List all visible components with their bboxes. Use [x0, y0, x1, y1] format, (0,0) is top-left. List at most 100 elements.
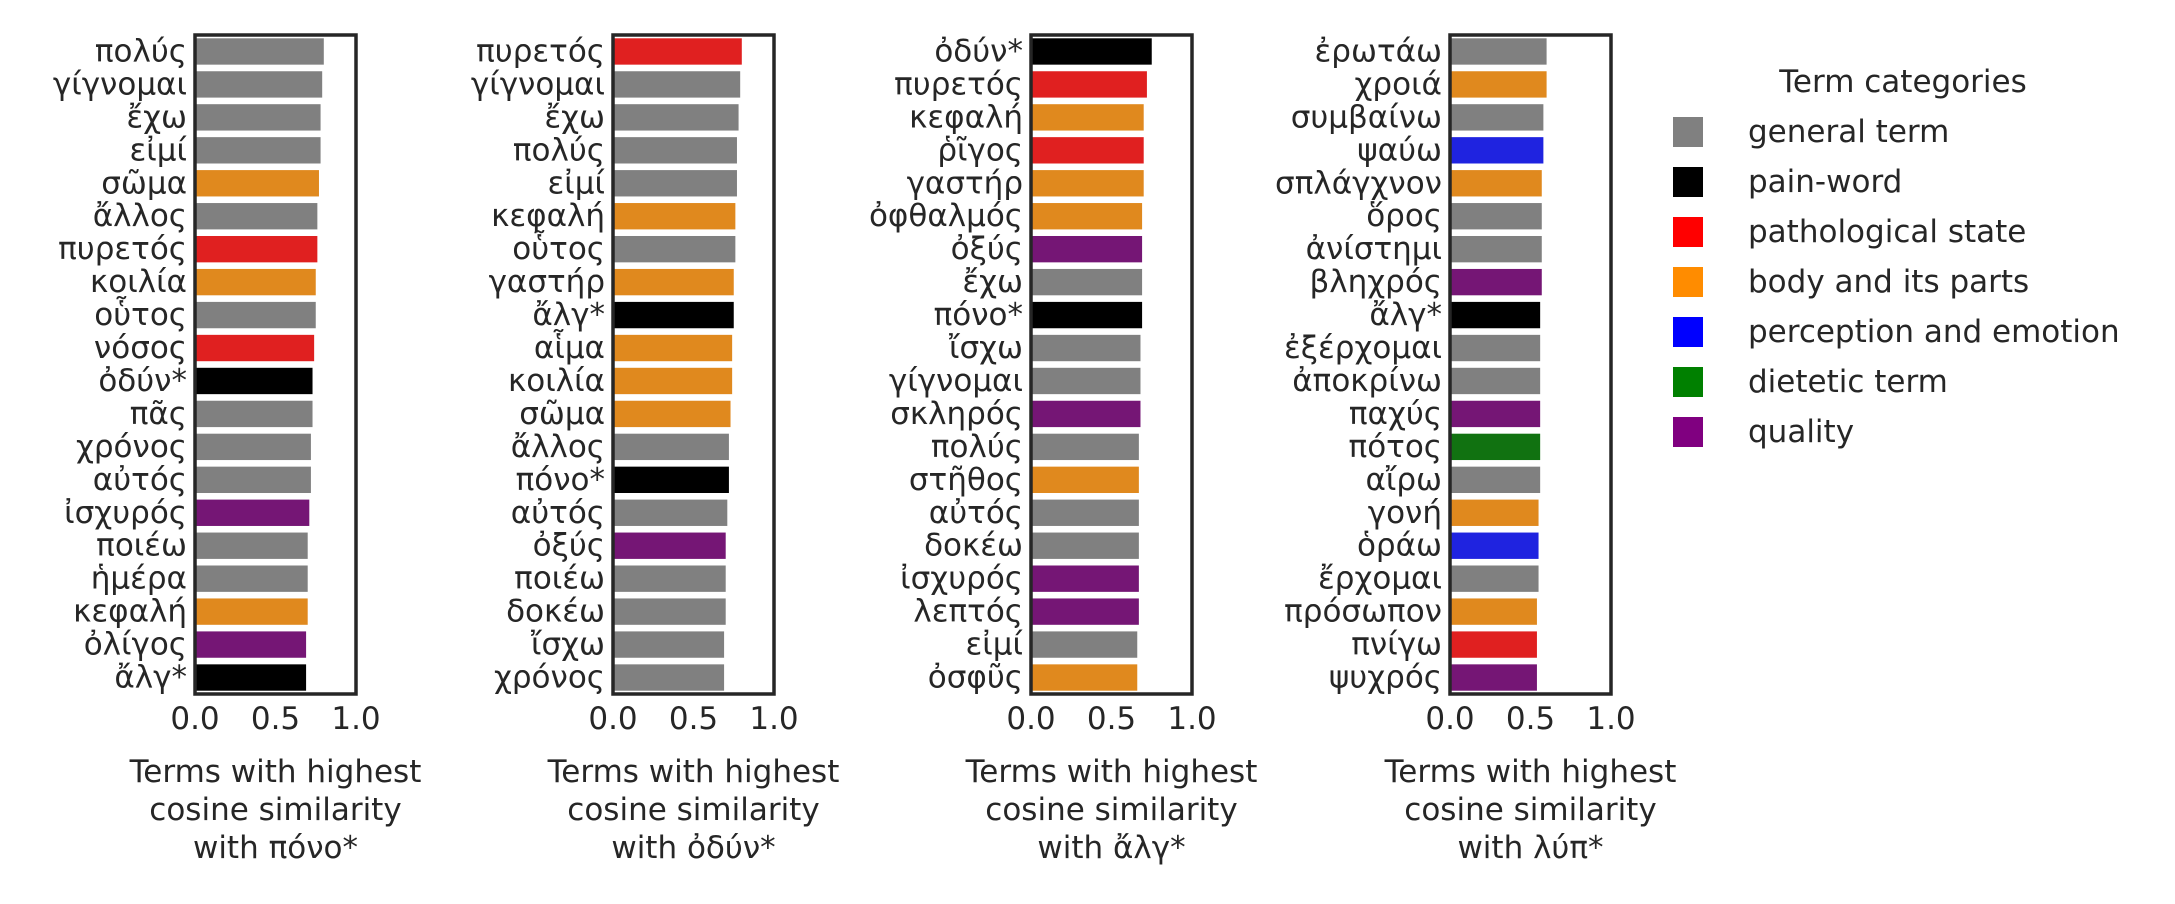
category-label: γίγνομαι — [471, 66, 605, 102]
category-label: βληχρός — [1309, 264, 1442, 300]
category-label: ἄλλος — [511, 429, 605, 465]
category-label: ψαύω — [1357, 132, 1442, 168]
bar — [613, 664, 725, 691]
axes-frame — [1029, 33, 1194, 696]
category-label: εἰμί — [548, 165, 606, 201]
legend-label: dietetic term — [1748, 364, 1948, 400]
x-tick-label: 0.5 — [669, 701, 718, 737]
bar — [613, 367, 733, 395]
bar — [195, 104, 321, 131]
category-label: γαστήρ — [489, 264, 605, 300]
bar — [1031, 235, 1143, 263]
x-axis-label: cosine similarity — [567, 792, 819, 828]
category-label: ἐρωτάω — [1315, 33, 1442, 69]
legend: Term categories general term pain-word path… — [1673, 64, 2120, 450]
category-label: ἡμέρα — [91, 561, 187, 597]
bar — [195, 631, 307, 658]
category-label: ὀδύν* — [98, 363, 187, 399]
category-label: δοκέω — [506, 594, 605, 630]
bar — [1031, 367, 1141, 395]
category-label: ποιέω — [96, 528, 187, 564]
bar — [1450, 400, 1541, 428]
category-label: πυρετός — [476, 33, 605, 69]
category-label: ἀποκρίνω — [1292, 363, 1442, 399]
bar — [1031, 137, 1144, 164]
bar — [1450, 38, 1547, 65]
category-label: ὀξύς — [533, 528, 605, 564]
axes-frame — [611, 33, 776, 696]
category-label: πρόσωπον — [1284, 594, 1442, 630]
category-label: ἴσχω — [949, 330, 1023, 366]
category-label: χροιά — [1355, 66, 1442, 102]
bar — [1450, 137, 1544, 164]
bar — [613, 532, 726, 559]
chart-panel-4: ἐρωτάωχροιάσυμβαίνωψαύωσπλάγχνονὅροςἀνίσ… — [1275, 33, 1676, 866]
bar — [613, 137, 737, 164]
category-label: ἔρχομαι — [1318, 561, 1442, 597]
category-label: ἴσχω — [531, 627, 605, 663]
x-tick-label: 1.0 — [1167, 701, 1216, 737]
category-label: στῆθος — [909, 462, 1023, 498]
category-label: αὐτός — [929, 495, 1023, 531]
bar — [1031, 170, 1144, 197]
bar — [195, 367, 313, 395]
category-label: κοιλία — [90, 264, 187, 300]
category-label: γονή — [1368, 495, 1442, 531]
bar — [1031, 433, 1139, 461]
bar — [1450, 466, 1541, 494]
bar — [613, 466, 729, 494]
x-tick-label: 1.0 — [1586, 701, 1635, 737]
bar — [613, 433, 729, 461]
category-label: γίγνομαι — [889, 363, 1023, 399]
x-axis-label: with λύπ* — [1457, 830, 1603, 866]
bar — [195, 38, 324, 65]
bar — [1031, 268, 1143, 296]
category-label: ὀσφῦς — [928, 660, 1023, 696]
bar — [613, 104, 739, 131]
bar — [195, 664, 307, 691]
bar — [195, 598, 308, 625]
category-label: σπλάγχνον — [1275, 165, 1442, 201]
legend-label: pathological state — [1748, 214, 2026, 250]
category-label: πνίγω — [1351, 627, 1442, 663]
bar — [613, 598, 726, 625]
bar — [195, 466, 311, 494]
bar — [1450, 235, 1542, 263]
x-tick-label: 1.0 — [749, 701, 798, 737]
legend-label: quality — [1748, 414, 1854, 450]
category-label: πολύς — [513, 132, 605, 168]
chart-panel-1: πολύςγίγνομαιἔχωεἰμίσῶμαἄλλοςπυρετόςκοιλ… — [53, 33, 421, 866]
category-label: πόνο* — [516, 462, 605, 498]
legend-swatch — [1673, 167, 1703, 197]
category-label: ἔχω — [962, 264, 1023, 300]
x-tick-label: 1.0 — [331, 701, 380, 737]
category-label: ὀλίγος — [84, 627, 187, 663]
bar — [1031, 104, 1144, 131]
bar — [1031, 664, 1138, 691]
bar — [195, 565, 308, 592]
legend-swatch — [1673, 117, 1703, 147]
bar — [195, 334, 315, 362]
bar — [1450, 170, 1542, 197]
bar — [1450, 367, 1541, 395]
x-axis-label: with ἄλγ* — [1037, 830, 1185, 866]
bar — [613, 499, 728, 526]
category-label: κεφαλή — [909, 99, 1023, 135]
bar — [1031, 532, 1139, 559]
bar — [195, 268, 316, 296]
category-label: κεφαλή — [491, 198, 605, 234]
bar — [613, 71, 741, 98]
category-label: χρόνος — [76, 429, 187, 465]
x-axis-label: cosine similarity — [149, 792, 401, 828]
bar — [1031, 400, 1141, 428]
category-label: νόσος — [94, 330, 187, 366]
bar — [1031, 631, 1138, 658]
x-tick-label: 0.0 — [1425, 701, 1474, 737]
x-axis-label: Terms with highest — [547, 754, 840, 790]
bar — [195, 235, 318, 263]
category-label: εἰμί — [130, 132, 188, 168]
legend-swatch — [1673, 217, 1703, 247]
x-tick-label: 0.0 — [1006, 701, 1055, 737]
bar — [613, 400, 731, 428]
